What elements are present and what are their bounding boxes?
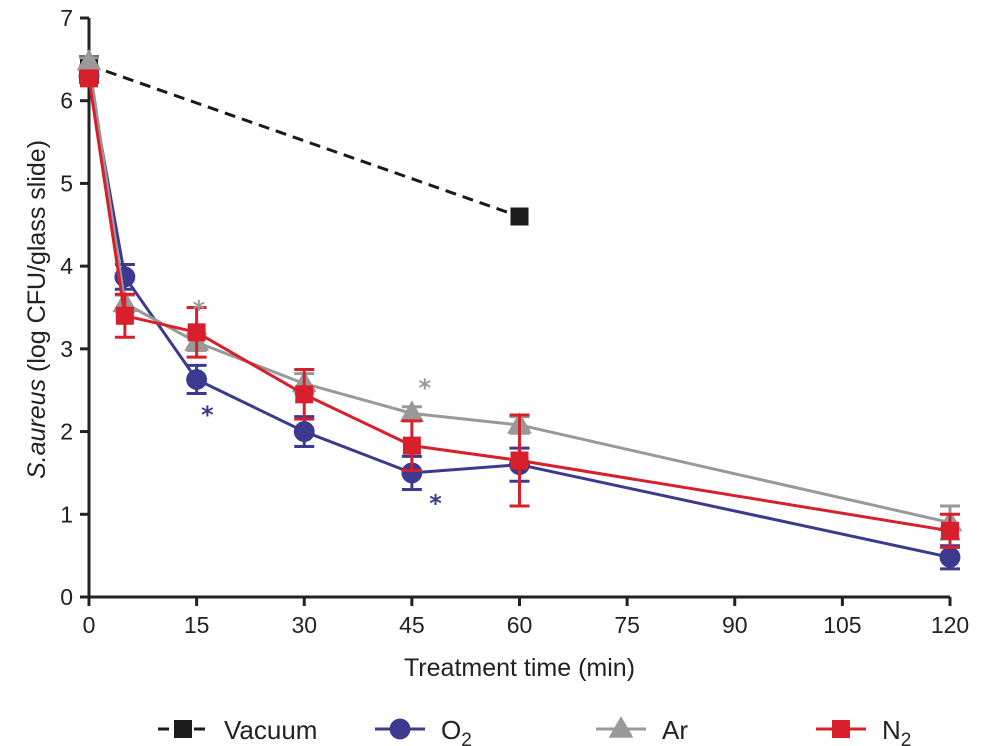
y-tick-label: 5 [60, 170, 73, 196]
data-point [941, 521, 959, 540]
y-tick-label: 4 [60, 253, 73, 279]
data-point [401, 462, 423, 484]
y-tick-label: 0 [60, 584, 73, 610]
legend-item-ar: Ar [596, 715, 688, 745]
data-point [402, 436, 421, 455]
data-point [115, 306, 134, 325]
data-point [76, 49, 102, 71]
x-tick-label: 15 [184, 612, 210, 638]
y-tick-label: 6 [60, 88, 73, 114]
legend-subscript: 2 [461, 730, 472, 746]
significance-star: * [419, 374, 432, 402]
legend-name: N [882, 715, 901, 745]
annotations: * * * * [192, 295, 442, 517]
x-tick-label: 0 [83, 612, 96, 638]
legend-label: Ar [662, 715, 688, 745]
y-tick-label: 1 [60, 501, 73, 527]
legend-marker [389, 718, 411, 740]
y-axis-title-rest: (log CFU/glass slide) [23, 140, 51, 379]
y-tick-label: 7 [60, 5, 73, 31]
x-tick-label: 120 [931, 612, 969, 638]
significance-star: * [429, 490, 442, 518]
series-n2 [79, 69, 960, 549]
legend-label: O2 [441, 715, 472, 746]
y-tick-label: 2 [60, 419, 73, 445]
legend-name: Ar [662, 715, 688, 745]
data-point [187, 323, 206, 342]
x-tick-label: 75 [614, 612, 640, 638]
data-point [399, 400, 425, 423]
x-tick-label: 30 [291, 612, 317, 638]
series-vacuum [79, 55, 529, 226]
series-line [88, 63, 520, 218]
legend-marker [174, 720, 192, 738]
data-point [939, 546, 961, 568]
legend-item-o2: O2 [375, 715, 472, 746]
x-tick-label: 105 [823, 612, 861, 638]
data-point [293, 421, 315, 443]
x-tick-label: 90 [722, 612, 748, 638]
data-point [510, 207, 529, 226]
legend-marker [832, 720, 850, 738]
data-point [510, 451, 529, 470]
legend-label: N2 [882, 715, 911, 746]
data-point [295, 385, 314, 404]
y-tick-label: 3 [60, 336, 73, 362]
data-point [80, 69, 98, 88]
legend-item-n2: N2 [816, 715, 911, 746]
significance-star: * [192, 295, 205, 323]
y-axis-title: S.aureus (log CFU/glass slide) [23, 140, 51, 479]
legend-marker [608, 716, 634, 738]
legend-item-vacuum: Vacuum [158, 715, 317, 745]
data-point [186, 369, 208, 390]
legend-label: Vacuum [224, 715, 317, 745]
x-axis-title: Treatment time (min) [404, 654, 635, 682]
legend-subscript: 2 [901, 730, 912, 746]
plot-area [76, 49, 963, 571]
y-axis-title-italic: S.aureus [23, 379, 51, 479]
legend-name: O [441, 715, 461, 745]
x-tick-label: 45 [399, 612, 425, 638]
x-tick-label: 60 [507, 612, 533, 638]
legend-name: Vacuum [224, 715, 317, 745]
legend: Vacuum O2 Ar N2 [158, 715, 911, 746]
significance-star: * [201, 401, 214, 429]
